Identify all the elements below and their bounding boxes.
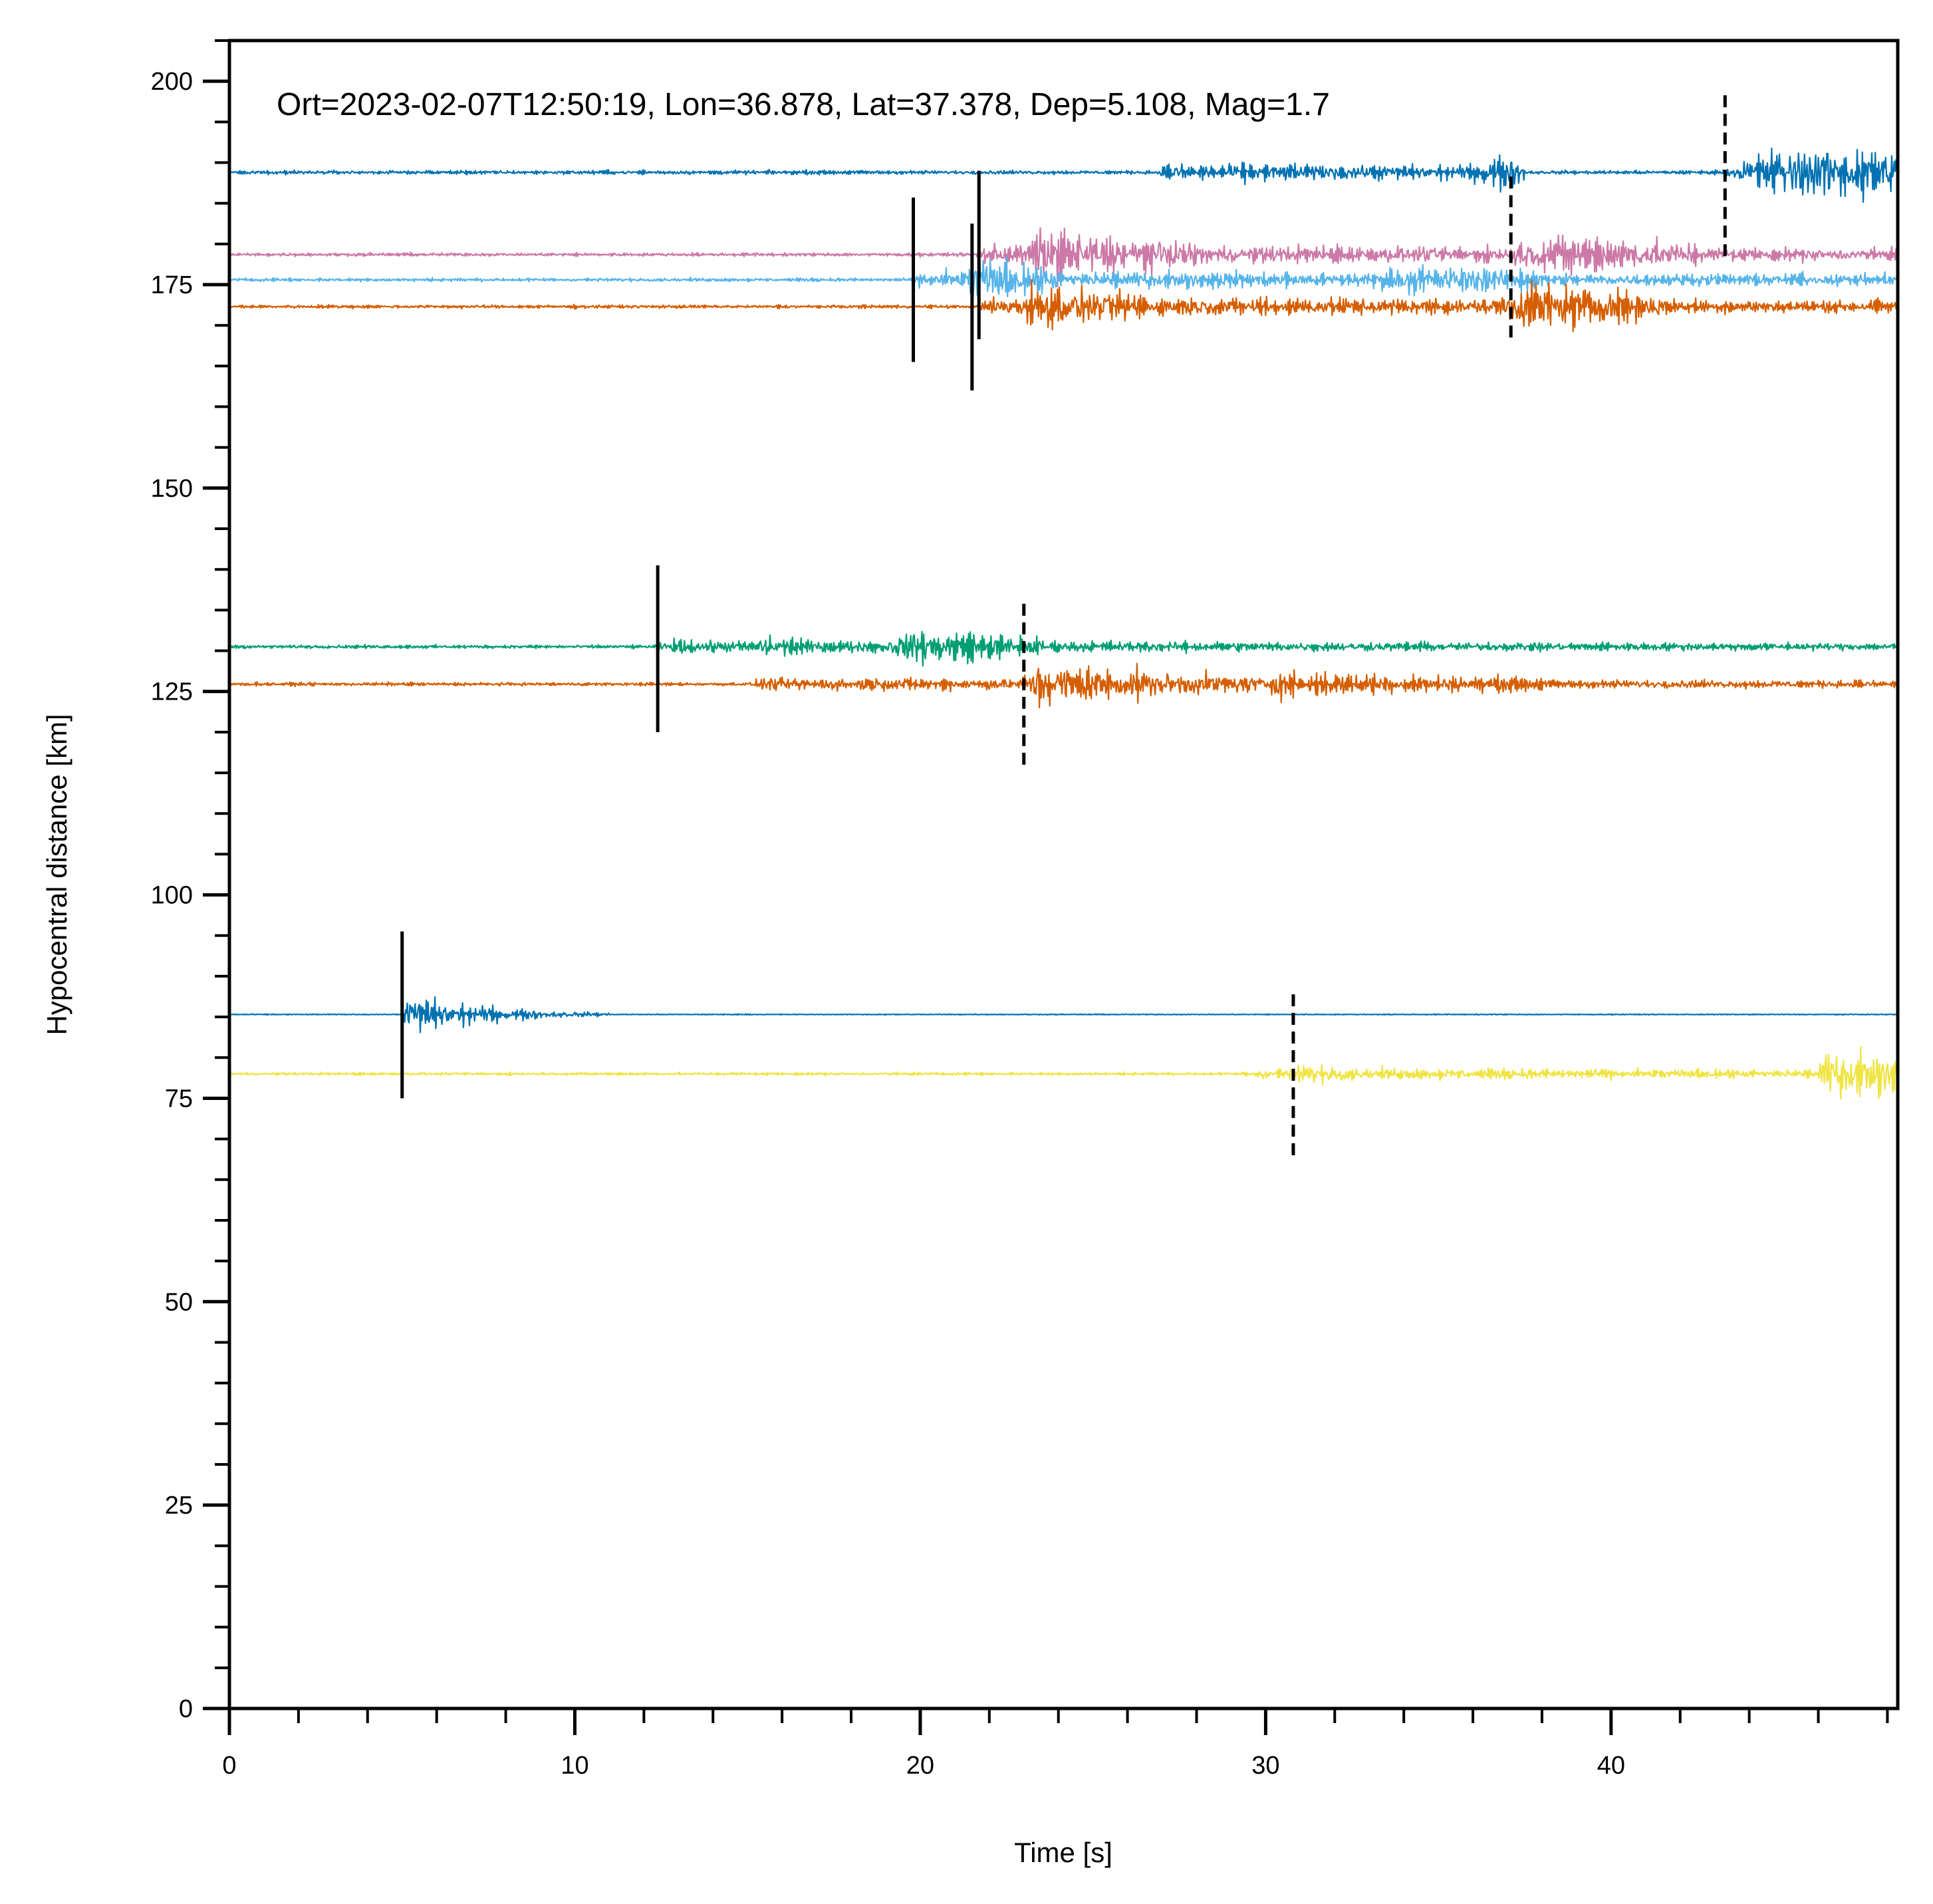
y-tick-label: 25 xyxy=(165,1492,193,1520)
y-tick-label: 75 xyxy=(165,1085,193,1113)
trace-line-6 xyxy=(229,662,1899,709)
plot-frame xyxy=(227,39,1900,1710)
y-tick-label: 50 xyxy=(165,1288,193,1316)
x-tick-label: 40 xyxy=(1597,1752,1625,1780)
phase-picks xyxy=(400,90,1727,1156)
x-axis-label: Time [s] xyxy=(1014,1837,1112,1868)
event-annotation: Ort=2023-02-07T12:50:19, Lon=36.878, Lat… xyxy=(277,87,1330,122)
trace-line-3 xyxy=(229,255,1899,302)
x-axis-ticks: 0 10 20 30 40 xyxy=(222,1708,1889,1780)
y-axis-ticks: 0 25 50 75 100 125 150 175 200 xyxy=(151,39,229,1723)
y-axis-label: Hypocentral distance [km] xyxy=(41,714,72,1035)
x-tick-label: 10 xyxy=(561,1752,588,1780)
y-tick-label: 200 xyxy=(151,68,193,96)
trace-line-2 xyxy=(228,227,1899,288)
x-tick-label: 0 xyxy=(222,1752,236,1780)
y-tick-label: 100 xyxy=(151,882,193,910)
trace-line-5 xyxy=(229,630,1899,667)
waveform-traces xyxy=(228,147,1899,1100)
x-tick-label: 30 xyxy=(1251,1752,1279,1780)
trace-line-4 xyxy=(229,279,1898,333)
trace-line-7 xyxy=(229,996,1898,1033)
y-tick-label: 175 xyxy=(151,271,193,299)
x-tick-label: 20 xyxy=(906,1752,934,1780)
trace-line-8 xyxy=(229,1045,1899,1100)
trace-line-1 xyxy=(229,147,1899,204)
y-tick-label: 125 xyxy=(151,678,193,706)
y-tick-label: 150 xyxy=(151,475,193,503)
y-tick-label: 0 xyxy=(179,1695,193,1723)
